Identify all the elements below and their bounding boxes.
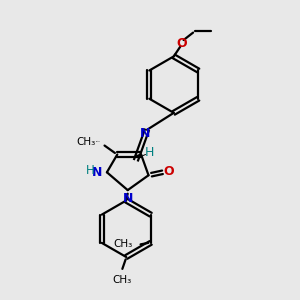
Text: N: N (92, 166, 102, 179)
Text: H: H (144, 146, 154, 160)
Text: N: N (122, 192, 133, 205)
Text: O: O (176, 37, 187, 50)
Text: CH₃: CH₃ (76, 137, 96, 147)
Text: CH₃: CH₃ (113, 239, 132, 249)
Text: CH₃: CH₃ (112, 275, 131, 285)
Text: O: O (163, 165, 174, 178)
Text: methyl: methyl (95, 141, 101, 142)
Text: H: H (86, 164, 95, 177)
Text: N: N (140, 127, 151, 140)
